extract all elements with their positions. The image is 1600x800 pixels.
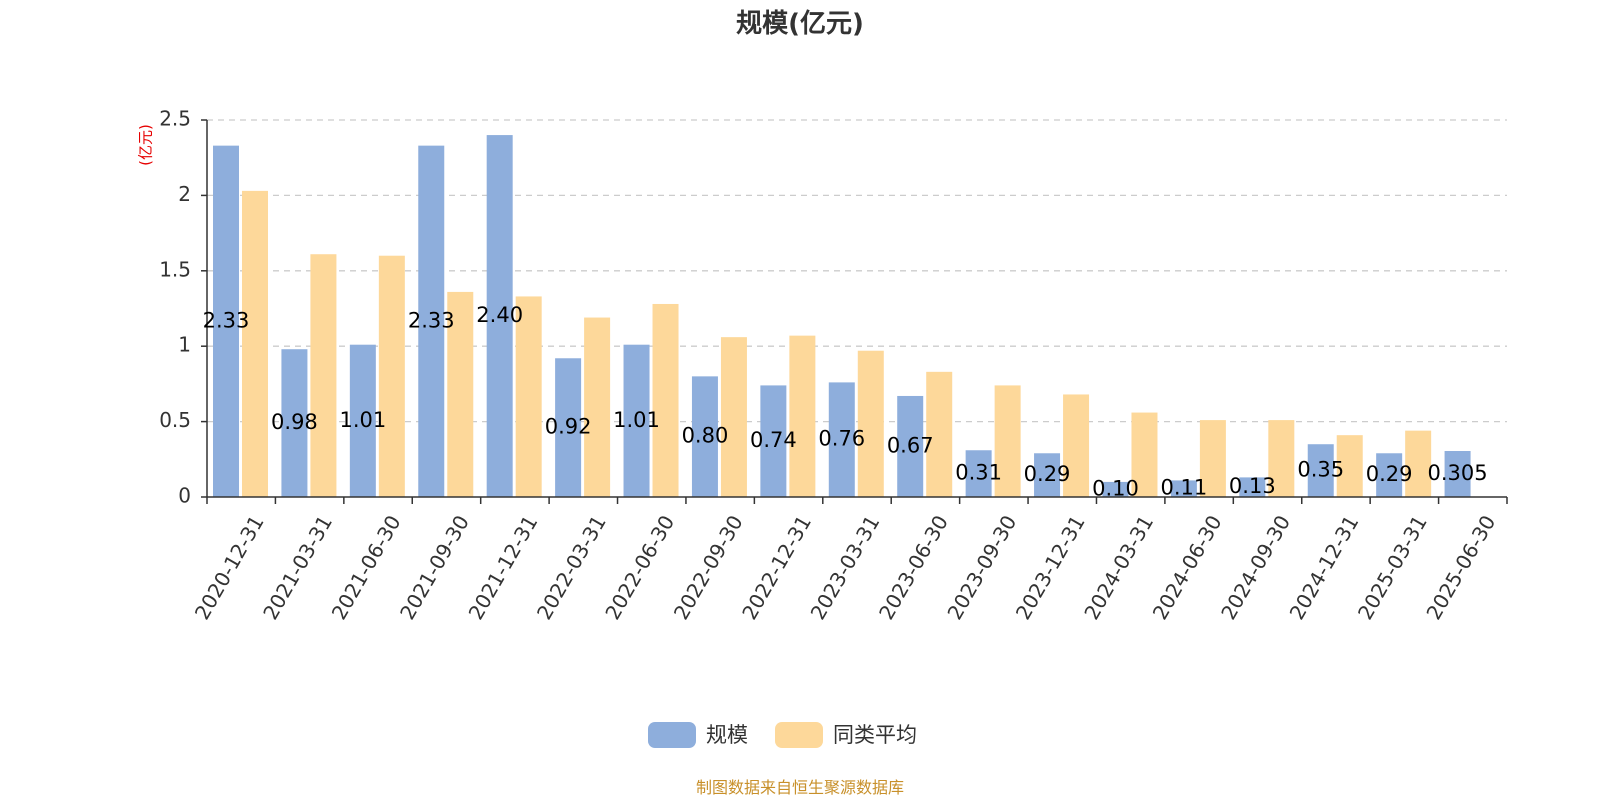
x-tick-label: 2024-12-31 xyxy=(1285,511,1364,624)
data-label: 1.01 xyxy=(339,408,386,432)
bar-peer-average xyxy=(789,335,816,497)
legend-item-peer-average[interactable]: 同类平均 xyxy=(775,722,917,748)
source-note: 制图数据来自恒生聚源数据库 xyxy=(696,778,904,797)
x-tick-label: 2024-03-31 xyxy=(1079,511,1158,624)
data-label: 0.74 xyxy=(750,428,797,452)
legend-label: 同类平均 xyxy=(833,723,917,747)
bar-scale xyxy=(1307,444,1334,497)
x-tick-label: 2025-03-31 xyxy=(1353,511,1432,624)
y-tick-label: 0 xyxy=(178,484,191,508)
x-tick-label: 2023-03-31 xyxy=(806,511,885,624)
x-tick-label: 2024-09-30 xyxy=(1216,511,1295,624)
x-tick-label: 2021-12-31 xyxy=(463,511,542,624)
y-tick-label: 0.5 xyxy=(159,408,191,432)
bar-scale xyxy=(486,135,513,497)
bar-scale xyxy=(349,344,376,497)
bar-peer-average xyxy=(1268,420,1295,497)
legend-swatch xyxy=(775,722,823,748)
x-tick-label: 2022-12-31 xyxy=(737,511,816,624)
bar-peer-average xyxy=(1131,412,1158,497)
legend-item-scale[interactable]: 规模 xyxy=(648,722,748,748)
bar-scale xyxy=(623,344,650,497)
bar-peer-average xyxy=(378,255,405,497)
data-label: 0.13 xyxy=(1229,474,1276,498)
data-label: 0.92 xyxy=(545,415,592,439)
data-label: 0.98 xyxy=(271,410,318,434)
x-tick-label: 2020-12-31 xyxy=(190,511,269,624)
x-tick-label: 2021-09-30 xyxy=(395,511,474,624)
bar-scale xyxy=(1444,451,1471,497)
data-label: 2.40 xyxy=(476,303,523,327)
bar-peer-average xyxy=(994,385,1021,497)
y-tick-label: 1 xyxy=(178,333,191,357)
bar-scale xyxy=(897,395,924,497)
y-tick-label: 2.5 xyxy=(159,107,191,131)
x-tick-label: 2021-06-30 xyxy=(327,511,406,624)
x-tick-label: 2024-06-30 xyxy=(1148,511,1227,624)
bar-scale xyxy=(760,385,787,497)
data-label: 0.31 xyxy=(955,461,1002,485)
bar-peer-average xyxy=(926,371,953,497)
data-label: 1.01 xyxy=(613,408,660,432)
bar-scale xyxy=(691,376,718,497)
legend-swatch xyxy=(648,722,696,748)
data-label: 0.35 xyxy=(1297,458,1344,482)
y-axis-unit-label: (亿元) xyxy=(137,124,155,166)
bar-scale xyxy=(555,358,582,497)
bar-peer-average xyxy=(652,303,679,497)
bar-scale xyxy=(213,145,239,498)
bar-scale xyxy=(965,450,992,497)
data-label: 0.29 xyxy=(1366,462,1413,486)
data-label: 0.29 xyxy=(1024,462,1071,486)
bar-scale xyxy=(1170,480,1197,497)
y-tick-label: 2 xyxy=(178,182,191,206)
bar-peer-average xyxy=(720,337,747,497)
data-label: 0.80 xyxy=(682,424,729,448)
data-label: 2.33 xyxy=(203,308,250,332)
x-tick-label: 2023-09-30 xyxy=(942,511,1021,624)
data-label: 0.305 xyxy=(1428,461,1488,485)
y-tick-label: 1.5 xyxy=(159,257,191,281)
x-tick-label: 2022-03-31 xyxy=(532,511,611,624)
bar-scale xyxy=(828,382,855,497)
bars xyxy=(213,135,1471,498)
legend[interactable]: 规模 同类平均 xyxy=(648,722,917,748)
bar-scale xyxy=(1376,453,1403,497)
data-labels: 2.33 0.98 1.01 2.33 2.40 0.92 1.01 0.80 0.74 0.76… xyxy=(203,303,1488,500)
x-tick-label: 2021-03-31 xyxy=(258,511,337,624)
data-label: 0.11 xyxy=(1161,476,1208,500)
bar-scale xyxy=(1034,453,1061,497)
bar-scale xyxy=(1239,477,1266,497)
bar-peer-average xyxy=(857,350,884,497)
bar-peer-average xyxy=(447,291,474,497)
x-tick-label: 2023-12-31 xyxy=(1011,511,1090,624)
chart-title: 规模(亿元) xyxy=(736,9,864,39)
bar-scale xyxy=(1102,481,1129,497)
bar-peer-average xyxy=(515,296,542,497)
data-label: 0.67 xyxy=(887,433,934,457)
bar-peer-average xyxy=(310,254,337,497)
data-label: 0.76 xyxy=(818,427,865,451)
x-tick-label: 2022-09-30 xyxy=(669,511,748,624)
bar-peer-average xyxy=(584,317,611,497)
bar-peer-average xyxy=(242,190,268,497)
bar-peer-average xyxy=(1405,430,1432,497)
x-tick-label: 2023-06-30 xyxy=(874,511,953,624)
x-tick-label: 2022-06-30 xyxy=(600,511,679,624)
bar-peer-average xyxy=(1199,420,1226,497)
legend-label: 规模 xyxy=(706,723,748,747)
bar-peer-average xyxy=(1336,435,1363,497)
data-label: 2.33 xyxy=(408,308,455,332)
data-label: 0.10 xyxy=(1092,476,1139,500)
bar-scale xyxy=(281,349,308,497)
bar-scale xyxy=(418,145,445,498)
bar-peer-average xyxy=(1063,394,1090,497)
x-tick-label: 2025-06-30 xyxy=(1421,511,1500,624)
